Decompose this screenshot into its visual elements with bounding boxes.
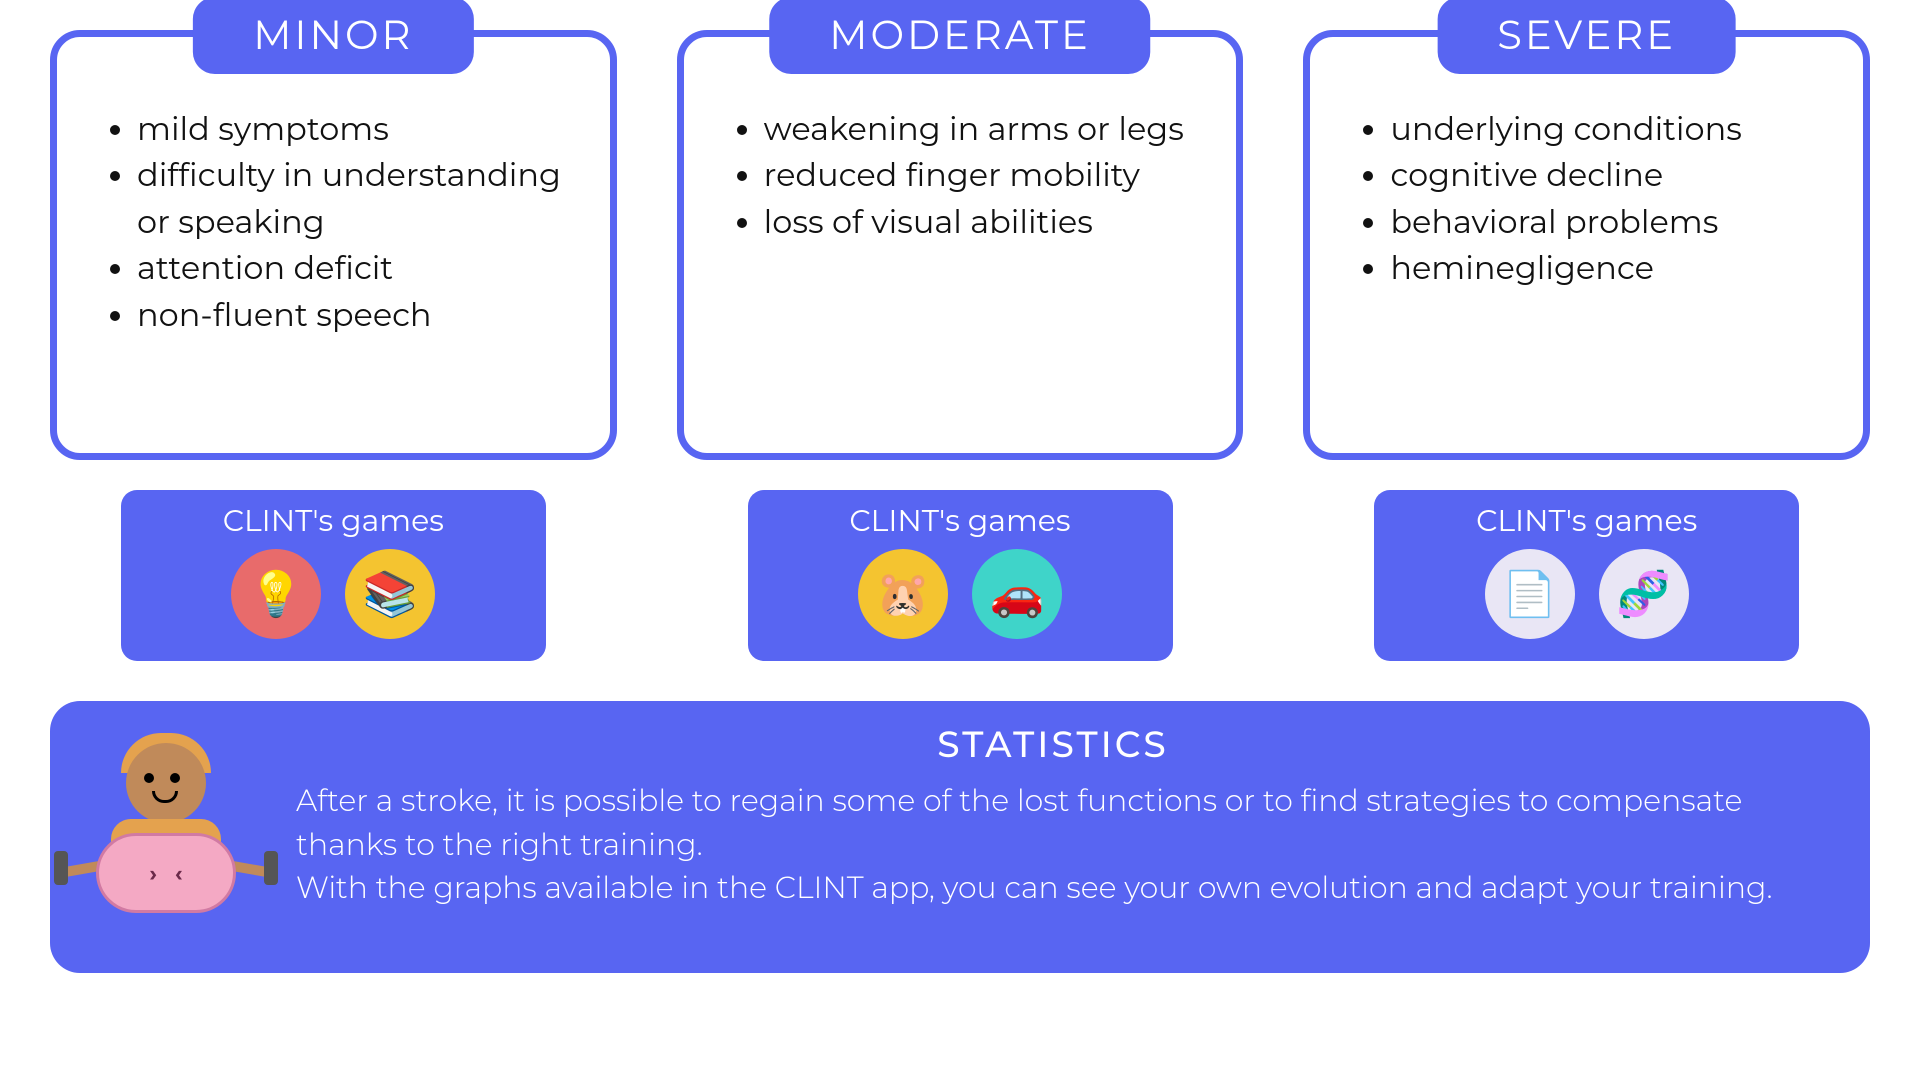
statistics-panel: ›‹ STATISTICS After a stroke, it is poss… [50, 701, 1870, 973]
card-title-minor: MINOR [193, 0, 473, 74]
column-moderate: MODERATE weakening in arms or legs reduc… [677, 30, 1244, 661]
beads-game-icon[interactable]: 🧬 [1599, 549, 1689, 639]
list-item: difficulty in understanding or speaking [137, 153, 570, 246]
severity-columns: MINOR mild symptoms difficulty in unders… [50, 30, 1870, 661]
column-minor: MINOR mild symptoms difficulty in unders… [50, 30, 617, 661]
card-moderate: MODERATE weakening in arms or legs reduc… [677, 30, 1244, 460]
list-item: cognitive decline [1390, 153, 1823, 199]
card-title-moderate: MODERATE [769, 0, 1150, 74]
list-item: reduced finger mobility [764, 153, 1197, 199]
mole-game-icon[interactable]: 🐹 [858, 549, 948, 639]
list-item: heminegligence [1390, 246, 1823, 292]
lightbulb-game-icon[interactable]: 💡 [231, 549, 321, 639]
notes-game-icon[interactable]: 📄 [1485, 549, 1575, 639]
games-panel-moderate: CLINT's games 🐹 🚗 [748, 490, 1173, 661]
games-label: CLINT's games [161, 502, 506, 539]
list-item: attention deficit [137, 246, 570, 292]
books-game-icon[interactable]: 📚 [345, 549, 435, 639]
game-icon-row: 💡 📚 [161, 549, 506, 639]
list-item: weakening in arms or legs [764, 107, 1197, 153]
card-severe: SEVERE underlying conditions cognitive d… [1303, 30, 1870, 460]
car-game-icon[interactable]: 🚗 [972, 549, 1062, 639]
card-title-severe: SEVERE [1437, 0, 1736, 74]
games-label: CLINT's games [1414, 502, 1759, 539]
statistics-body: After a stroke, it is possible to regain… [296, 779, 1810, 910]
game-icon-row: 📄 🧬 [1414, 549, 1759, 639]
column-severe: SEVERE underlying conditions cognitive d… [1303, 30, 1870, 661]
game-icon-row: 🐹 🚗 [788, 549, 1133, 639]
statistics-title: STATISTICS [296, 723, 1810, 767]
statistics-text: STATISTICS After a stroke, it is possibl… [296, 723, 1810, 910]
list-item: behavioral problems [1390, 200, 1823, 246]
card-minor: MINOR mild symptoms difficulty in unders… [50, 30, 617, 460]
bullet-list-severe: underlying conditions cognitive decline … [1350, 107, 1823, 293]
list-item: underlying conditions [1390, 107, 1823, 153]
games-panel-minor: CLINT's games 💡 📚 [121, 490, 546, 661]
bullet-list-moderate: weakening in arms or legs reduced finger… [724, 107, 1197, 246]
games-label: CLINT's games [788, 502, 1133, 539]
games-panel-severe: CLINT's games 📄 🧬 [1374, 490, 1799, 661]
list-item: non-fluent speech [137, 293, 570, 339]
list-item: loss of visual abilities [764, 200, 1197, 246]
bullet-list-minor: mild symptoms difficulty in understandin… [97, 107, 570, 339]
mascot-illustration: ›‹ [66, 733, 266, 943]
list-item: mild symptoms [137, 107, 570, 153]
